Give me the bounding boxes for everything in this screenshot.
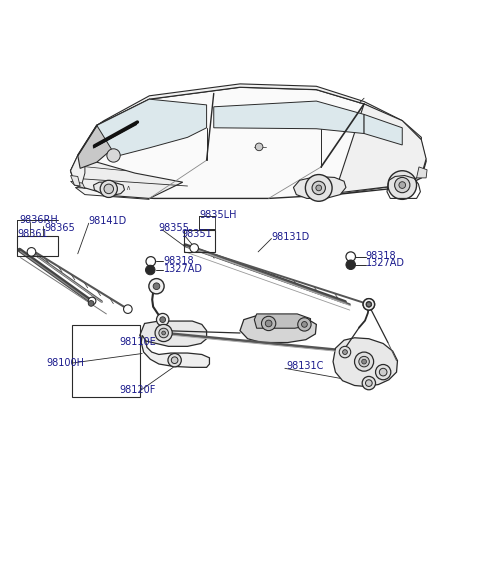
Polygon shape — [141, 335, 209, 367]
Text: 1327AD: 1327AD — [164, 264, 203, 274]
Polygon shape — [71, 181, 85, 188]
Circle shape — [159, 328, 168, 338]
Circle shape — [168, 353, 181, 367]
Polygon shape — [71, 155, 85, 185]
Text: 98131C: 98131C — [287, 361, 324, 371]
Circle shape — [375, 365, 391, 380]
Text: 98361: 98361 — [17, 229, 48, 239]
Circle shape — [190, 243, 199, 252]
Circle shape — [346, 260, 356, 269]
Circle shape — [346, 252, 356, 261]
Circle shape — [107, 149, 120, 162]
Circle shape — [146, 256, 156, 266]
Text: 98355: 98355 — [158, 223, 189, 233]
Circle shape — [363, 298, 374, 310]
Bar — [184, 230, 215, 252]
Circle shape — [359, 356, 369, 367]
Circle shape — [155, 324, 172, 342]
Circle shape — [316, 185, 322, 191]
Circle shape — [366, 301, 372, 307]
Polygon shape — [78, 99, 154, 168]
Circle shape — [298, 318, 311, 331]
Circle shape — [100, 180, 117, 197]
Circle shape — [366, 302, 371, 307]
Circle shape — [399, 182, 406, 188]
Bar — [17, 236, 58, 256]
Circle shape — [160, 317, 166, 323]
Text: 98351: 98351 — [182, 229, 213, 239]
Circle shape — [149, 279, 164, 294]
Polygon shape — [94, 182, 124, 196]
Circle shape — [339, 346, 351, 358]
Circle shape — [123, 305, 132, 314]
Circle shape — [255, 143, 263, 151]
Circle shape — [363, 298, 374, 310]
Text: 98141D: 98141D — [89, 217, 127, 226]
Text: ∧: ∧ — [125, 185, 131, 191]
Text: 98318: 98318 — [164, 256, 194, 266]
Circle shape — [88, 297, 96, 305]
Text: 1327AD: 1327AD — [365, 258, 405, 268]
Polygon shape — [293, 177, 346, 199]
Polygon shape — [140, 321, 206, 346]
Circle shape — [379, 369, 387, 376]
Polygon shape — [71, 176, 80, 186]
Circle shape — [355, 352, 373, 371]
Circle shape — [88, 301, 94, 306]
Text: 9836RH: 9836RH — [20, 215, 58, 226]
Polygon shape — [336, 104, 426, 193]
Polygon shape — [71, 155, 183, 199]
Polygon shape — [97, 84, 421, 140]
Circle shape — [27, 247, 36, 256]
Polygon shape — [254, 314, 311, 328]
Polygon shape — [75, 187, 149, 199]
Circle shape — [265, 320, 272, 327]
Text: 98100H: 98100H — [47, 358, 85, 368]
Polygon shape — [417, 167, 427, 178]
Text: 98365: 98365 — [44, 223, 75, 233]
Polygon shape — [97, 99, 206, 157]
Circle shape — [388, 171, 417, 199]
Circle shape — [301, 321, 307, 327]
Circle shape — [365, 380, 372, 387]
Circle shape — [171, 357, 178, 364]
Circle shape — [156, 314, 169, 326]
Polygon shape — [333, 338, 397, 387]
Circle shape — [262, 316, 276, 330]
Polygon shape — [364, 114, 402, 145]
Polygon shape — [71, 87, 426, 199]
Circle shape — [104, 184, 114, 194]
Polygon shape — [240, 315, 316, 343]
Text: 9835LH: 9835LH — [199, 210, 237, 220]
Circle shape — [162, 331, 166, 335]
Text: 98110E: 98110E — [120, 337, 156, 347]
Text: 98120F: 98120F — [120, 385, 156, 396]
Circle shape — [343, 350, 348, 355]
Circle shape — [145, 265, 155, 275]
Circle shape — [153, 283, 160, 289]
Circle shape — [305, 174, 332, 201]
Bar — [72, 325, 140, 397]
Text: 98318: 98318 — [365, 251, 396, 261]
Circle shape — [362, 359, 366, 364]
Circle shape — [312, 181, 325, 195]
Text: 98131D: 98131D — [272, 232, 310, 242]
Circle shape — [362, 376, 375, 390]
Polygon shape — [214, 101, 364, 134]
Circle shape — [395, 177, 410, 192]
